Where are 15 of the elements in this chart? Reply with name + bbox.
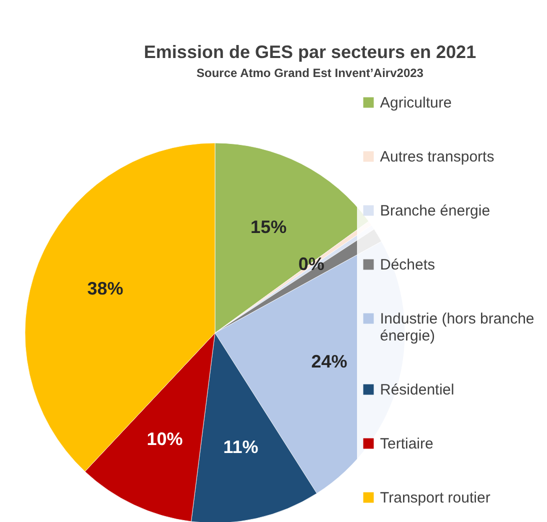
- legend-label: Agriculture: [380, 94, 452, 112]
- data-label: 11%: [223, 437, 258, 458]
- legend-label: Résidentiel: [380, 382, 454, 398]
- legend-label: Autres transports: [380, 148, 494, 166]
- data-label: 38%: [87, 278, 124, 299]
- chart-title: Emission de GES par secteurs en 2021: [144, 42, 476, 62]
- legend-label: Déchets: [380, 256, 436, 274]
- legend-label: Transport routier: [380, 490, 490, 506]
- data-label: 24%: [311, 351, 348, 372]
- data-label: 10%: [146, 428, 183, 449]
- legend-label: Industrie (hors branche énergie): [380, 310, 534, 344]
- legend-label: Branche énergie: [380, 202, 490, 220]
- legend-label: Tertiaire: [380, 436, 434, 452]
- chart-subtitle: Source Atmo Grand Est Invent’Airv2023: [196, 66, 424, 80]
- data-label: 15%: [250, 216, 287, 237]
